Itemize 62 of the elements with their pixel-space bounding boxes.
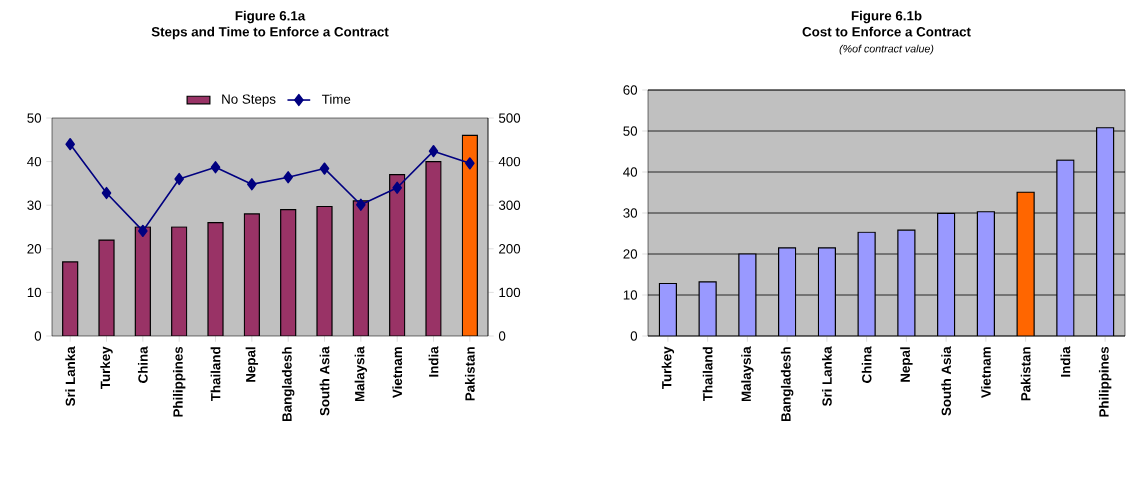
y2-tick-label: 100 — [499, 287, 521, 298]
x-tick-label: India — [1060, 346, 1071, 377]
chart-title: Figure 6.1b — [851, 10, 922, 24]
x-tick-label: Vietnam — [980, 347, 991, 398]
x-tick-label: Malaysia — [741, 346, 754, 402]
x-tick-label: Bangladesh — [780, 347, 794, 422]
y-tick-label: 40 — [623, 167, 638, 177]
y2-tick-label: 400 — [498, 156, 521, 167]
y2-tick-label: 300 — [498, 200, 521, 210]
text: (%of contract value) — [839, 44, 934, 55]
chart-subtitle: Steps and Time to Enforce a Contract — [151, 26, 389, 40]
point — [283, 171, 293, 184]
y-tick-label: 50 — [623, 126, 638, 136]
point — [174, 172, 184, 186]
point — [428, 145, 439, 158]
x-tick-label: Malaysia — [354, 346, 368, 402]
x-tick-label: Pakistan — [464, 347, 475, 401]
y-tick-label: 10 — [623, 290, 638, 300]
x-tick-label: Turkey — [661, 346, 675, 389]
x-tick-label: Philippines — [172, 346, 186, 417]
x-tick-label: India — [428, 346, 439, 377]
point — [138, 224, 148, 238]
x-tick-label: South Asia — [941, 346, 952, 416]
point — [465, 157, 475, 170]
x-tick-label: Vietnam — [392, 347, 403, 398]
x-tick-label: Nepal — [900, 347, 913, 382]
y2-tick-label: 0 — [498, 331, 506, 341]
y-tick-label: 60 — [623, 85, 638, 95]
x-tick-label: Bangladesh — [281, 347, 295, 422]
y-tick-label: 20 — [623, 249, 638, 259]
x-tick-label: Pakistan — [1020, 347, 1031, 401]
x-tick-label: Thailand — [210, 347, 221, 402]
x-tick-label: China — [861, 346, 872, 383]
x-tick-label: Philippines — [1098, 346, 1112, 417]
point — [392, 181, 402, 194]
y-tick-label: 30 — [623, 208, 638, 218]
x-tick-label: Sri Lanka — [65, 346, 76, 407]
y-tick-label: 50 — [27, 113, 42, 123]
x-tick-label: Thailand — [702, 347, 713, 402]
point — [65, 138, 75, 151]
point — [247, 178, 257, 191]
chart-title: Figure 6.1a — [235, 10, 306, 24]
point — [319, 162, 330, 175]
y2-tick-label: 200 — [499, 244, 521, 254]
y-tick-label: 0 — [630, 331, 638, 341]
chart-subtitle: Cost to Enforce a Contract — [802, 26, 971, 37]
x-tick-label: South Asia — [319, 346, 330, 416]
point — [210, 161, 221, 174]
x-tick-label: China — [137, 346, 148, 383]
legend-label: No Steps — [222, 94, 276, 107]
x-tick-label: Nepal — [245, 347, 259, 382]
y-tick-label: 30 — [27, 200, 42, 210]
point — [356, 198, 366, 211]
point — [101, 186, 112, 200]
y2-tick-label: 500 — [498, 113, 521, 123]
x-tick-label: Turkey — [100, 346, 113, 389]
x-tick-label: Sri Lanka — [821, 346, 832, 407]
y-tick-label: 0 — [34, 331, 42, 341]
y-tick-label: 40 — [27, 156, 42, 167]
legend-label: Time — [321, 94, 351, 104]
y-tick-label: 10 — [27, 287, 42, 298]
y-tick-label: 20 — [27, 244, 42, 254]
